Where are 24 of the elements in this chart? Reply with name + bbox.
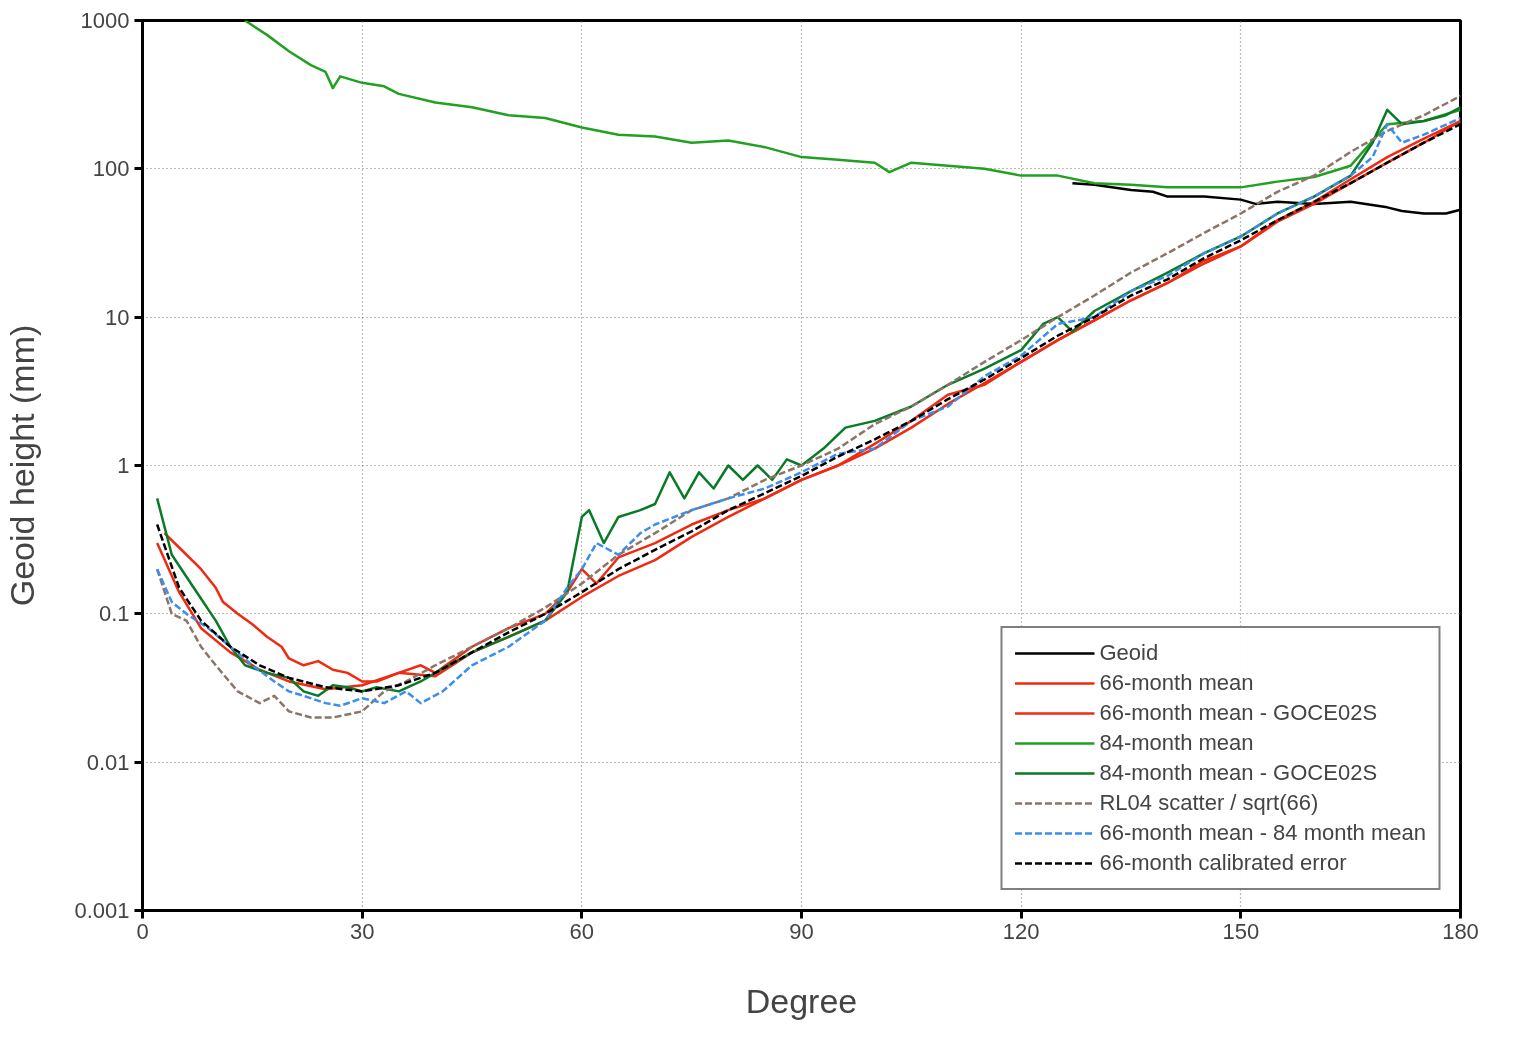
y-tick-label: 1 [117,453,130,478]
x-tick-label: 150 [1222,918,1260,944]
legend-label: Geoid [1099,640,1159,666]
y-tick-label: 0.01 [86,749,130,775]
y-tick-label: 1000 [80,8,130,33]
x-tick-label: 0 [136,918,149,944]
x-tick-label: 120 [1002,918,1040,944]
legend-label: 66-month mean [1099,670,1254,696]
legend-label: RL04 scatter / sqrt(66) [1099,790,1319,816]
legend-label: 84-month mean - GOCE02S [1099,760,1378,786]
legend-label: 66-month calibrated error [1099,850,1347,876]
x-tick-label: 60 [569,918,595,944]
x-axis-title: Degree [745,981,858,1020]
y-axis-title: Geoid height (mm) [3,324,42,607]
y-tick-label: 100 [92,156,130,182]
x-tick-label: 180 [1442,918,1479,944]
x-tick-label: 90 [789,918,814,944]
legend-label: 66-month mean - GOCE02S [1099,700,1378,726]
y-tick-label: 0.001 [74,898,130,923]
legend-label: 66-month mean - 84 month mean [1099,820,1426,846]
x-tick-label: 30 [349,918,375,944]
y-tick-label: 0.1 [98,601,130,627]
y-tick-label: 10 [105,304,130,330]
legend-label: 84-month mean [1099,730,1254,756]
